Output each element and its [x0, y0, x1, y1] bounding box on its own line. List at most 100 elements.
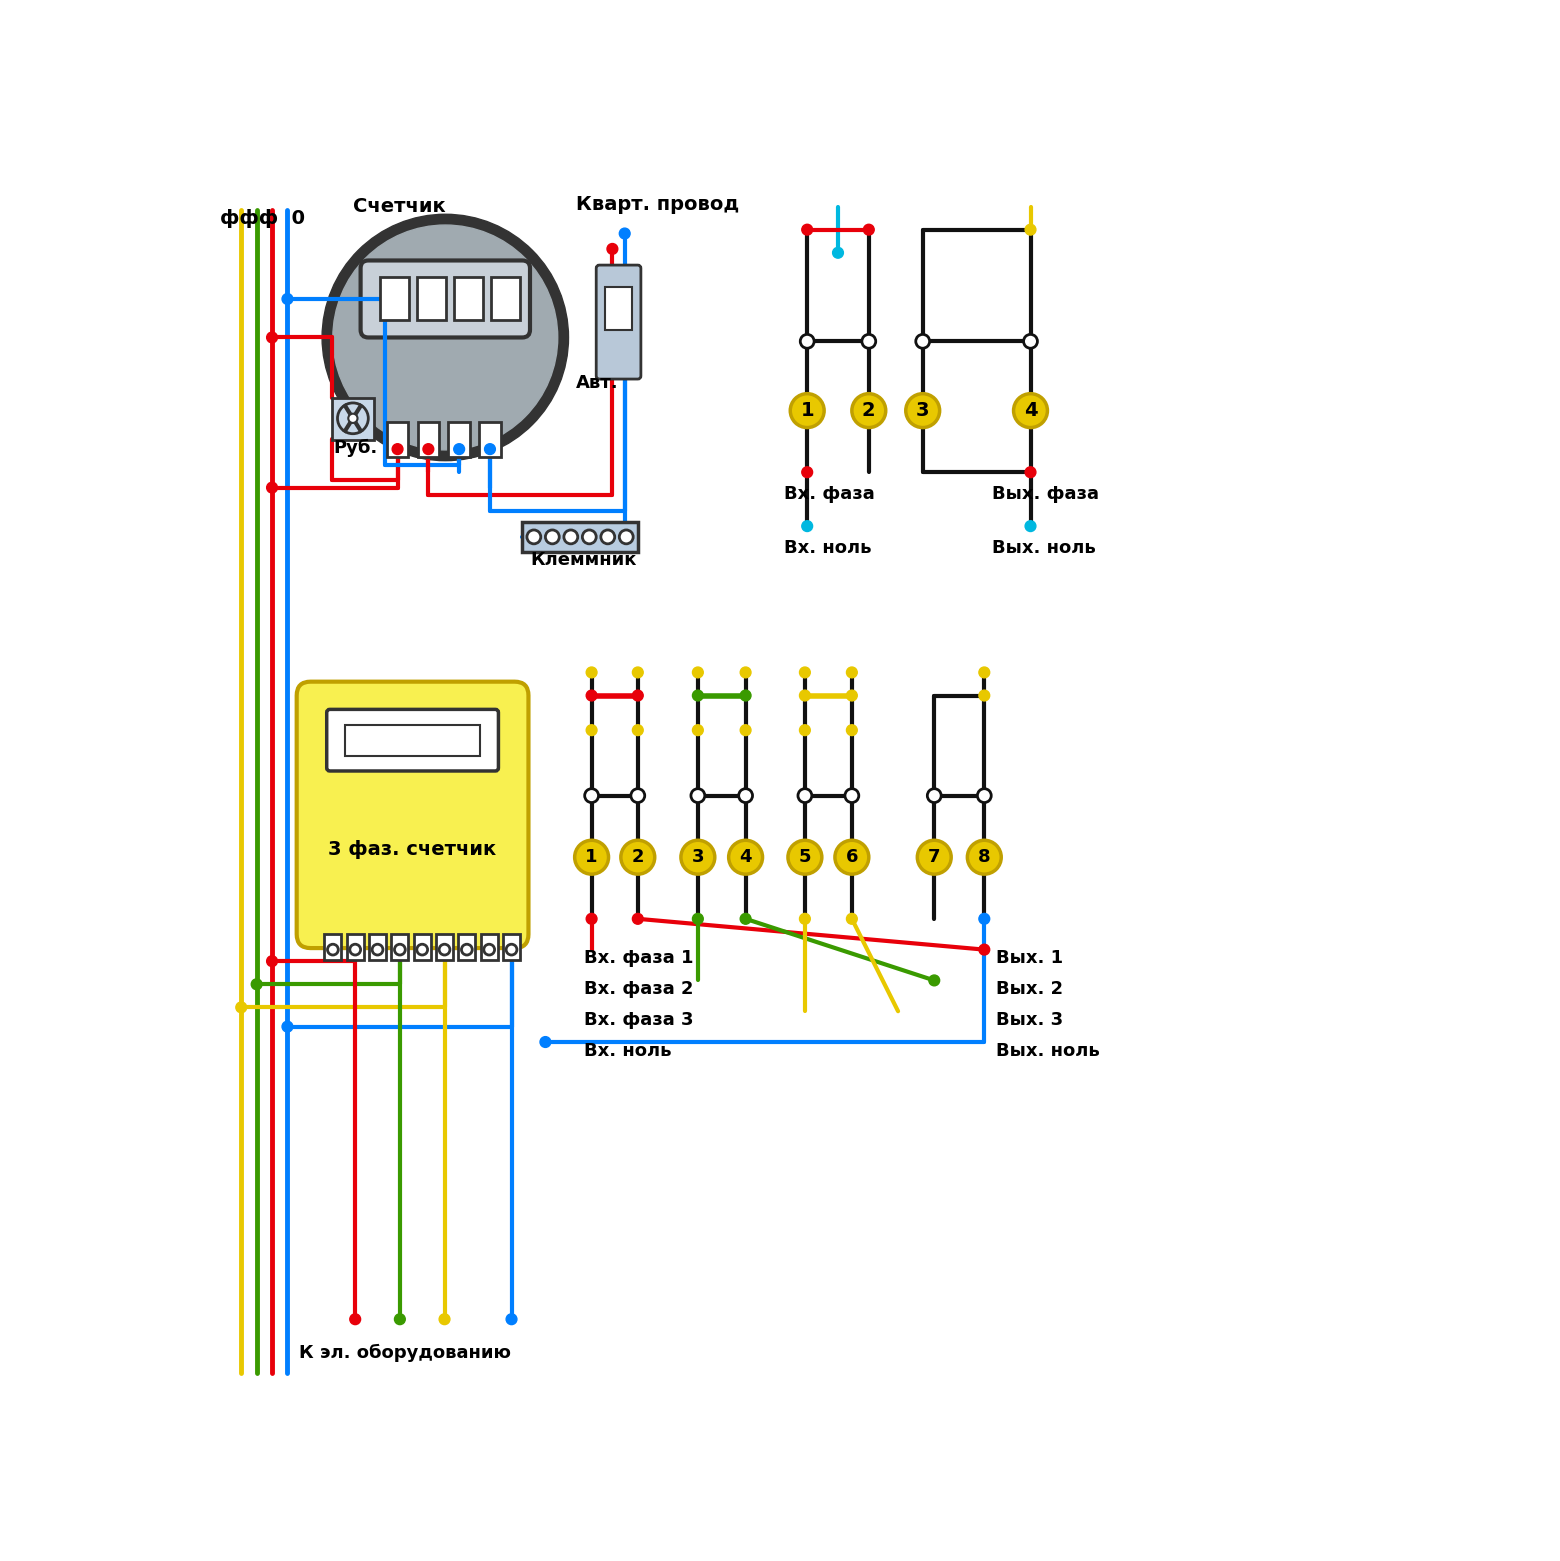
Text: Вх. фаза: Вх. фаза [785, 485, 875, 503]
FancyBboxPatch shape [326, 709, 499, 771]
Circle shape [1025, 521, 1036, 531]
Circle shape [505, 944, 516, 955]
Text: 2: 2 [863, 401, 875, 420]
Circle shape [587, 690, 597, 701]
Circle shape [321, 214, 568, 460]
Circle shape [802, 521, 813, 531]
Circle shape [527, 531, 541, 543]
Bar [480, 933, 498, 960]
Text: Вх. ноль: Вх. ноль [583, 1041, 671, 1060]
Text: Вых. ноль: Вых. ноль [992, 539, 1095, 557]
Bar [479, 421, 501, 457]
Text: 3 фаз. счетчик: 3 фаз. счетчик [328, 840, 496, 859]
Bar [418, 421, 440, 457]
Circle shape [927, 788, 941, 802]
Bar [387, 421, 409, 457]
Circle shape [967, 840, 1002, 874]
Text: 2: 2 [632, 848, 644, 866]
Circle shape [788, 840, 822, 874]
Bar [370, 933, 385, 960]
Circle shape [267, 482, 278, 493]
Circle shape [328, 944, 339, 955]
Bar [448, 421, 470, 457]
Circle shape [863, 225, 874, 236]
Circle shape [332, 225, 558, 450]
Bar [379, 278, 409, 320]
Text: 3: 3 [916, 401, 930, 420]
Circle shape [619, 531, 633, 543]
Circle shape [1014, 393, 1047, 428]
Circle shape [454, 443, 465, 454]
Bar [454, 278, 484, 320]
Circle shape [802, 467, 813, 478]
Text: Вх. фаза 2: Вх. фаза 2 [583, 980, 693, 999]
Circle shape [980, 667, 989, 677]
FancyBboxPatch shape [296, 682, 529, 948]
Circle shape [739, 690, 750, 701]
Circle shape [236, 1002, 246, 1013]
Circle shape [349, 1314, 360, 1325]
Bar [392, 933, 409, 960]
FancyBboxPatch shape [596, 265, 641, 379]
Circle shape [462, 944, 473, 955]
Bar [345, 724, 480, 756]
Circle shape [440, 944, 449, 955]
Circle shape [846, 788, 860, 802]
Text: Кварт. провод: Кварт. провод [576, 195, 739, 214]
Circle shape [802, 225, 813, 236]
Circle shape [484, 944, 495, 955]
Bar [459, 933, 476, 960]
Circle shape [835, 840, 869, 874]
Text: Вых. фаза: Вых. фаза [992, 485, 1098, 503]
Circle shape [847, 667, 858, 677]
Circle shape [632, 913, 643, 924]
Bar [324, 933, 342, 960]
Circle shape [582, 531, 596, 543]
Circle shape [739, 667, 750, 677]
Circle shape [978, 788, 991, 802]
Circle shape [1025, 467, 1036, 478]
Circle shape [395, 944, 406, 955]
Circle shape [632, 667, 643, 677]
Circle shape [861, 334, 875, 348]
Circle shape [587, 724, 597, 735]
Circle shape [373, 944, 382, 955]
Circle shape [693, 724, 704, 735]
Text: 5: 5 [799, 848, 811, 866]
Circle shape [585, 788, 599, 802]
Circle shape [729, 840, 763, 874]
Circle shape [739, 724, 750, 735]
Circle shape [1023, 334, 1037, 348]
Text: 6: 6 [846, 848, 858, 866]
Text: Вх. ноль: Вх. ноль [785, 539, 872, 557]
Circle shape [980, 913, 989, 924]
Circle shape [395, 1314, 406, 1325]
Text: Счетчик: Счетчик [353, 197, 446, 215]
Text: 1: 1 [585, 848, 597, 866]
Circle shape [348, 414, 357, 423]
Circle shape [267, 332, 278, 343]
Circle shape [693, 690, 704, 701]
Circle shape [680, 840, 714, 874]
Circle shape [917, 840, 952, 874]
Circle shape [251, 979, 262, 990]
Circle shape [563, 531, 577, 543]
Text: Вых. 2: Вых. 2 [995, 980, 1062, 999]
Bar [491, 278, 519, 320]
Bar [502, 933, 519, 960]
Circle shape [632, 724, 643, 735]
Circle shape [799, 913, 810, 924]
Text: Клеммник: Клеммник [530, 551, 636, 570]
Circle shape [852, 393, 886, 428]
Text: ффф  0: ффф 0 [220, 209, 306, 228]
Bar [437, 933, 452, 960]
Circle shape [337, 403, 368, 434]
Circle shape [693, 913, 704, 924]
Circle shape [349, 944, 360, 955]
Circle shape [485, 443, 496, 454]
Circle shape [607, 244, 618, 254]
Text: 4: 4 [1023, 401, 1037, 420]
Text: Вых. ноль: Вых. ноль [995, 1041, 1100, 1060]
Bar [417, 278, 446, 320]
Circle shape [632, 690, 643, 701]
